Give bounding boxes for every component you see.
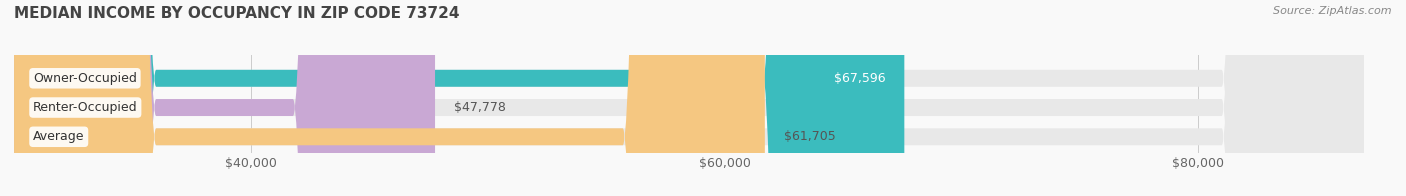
- FancyBboxPatch shape: [14, 0, 904, 196]
- Text: $67,596: $67,596: [834, 72, 886, 85]
- FancyBboxPatch shape: [14, 0, 434, 196]
- Text: Source: ZipAtlas.com: Source: ZipAtlas.com: [1274, 6, 1392, 16]
- FancyBboxPatch shape: [14, 0, 1364, 196]
- Text: Average: Average: [32, 130, 84, 143]
- Text: $47,778: $47,778: [454, 101, 506, 114]
- Text: Renter-Occupied: Renter-Occupied: [32, 101, 138, 114]
- FancyBboxPatch shape: [14, 0, 1364, 196]
- FancyBboxPatch shape: [14, 0, 1364, 196]
- Text: MEDIAN INCOME BY OCCUPANCY IN ZIP CODE 73724: MEDIAN INCOME BY OCCUPANCY IN ZIP CODE 7…: [14, 6, 460, 21]
- Text: $61,705: $61,705: [783, 130, 835, 143]
- Text: Owner-Occupied: Owner-Occupied: [32, 72, 136, 85]
- FancyBboxPatch shape: [14, 0, 765, 196]
